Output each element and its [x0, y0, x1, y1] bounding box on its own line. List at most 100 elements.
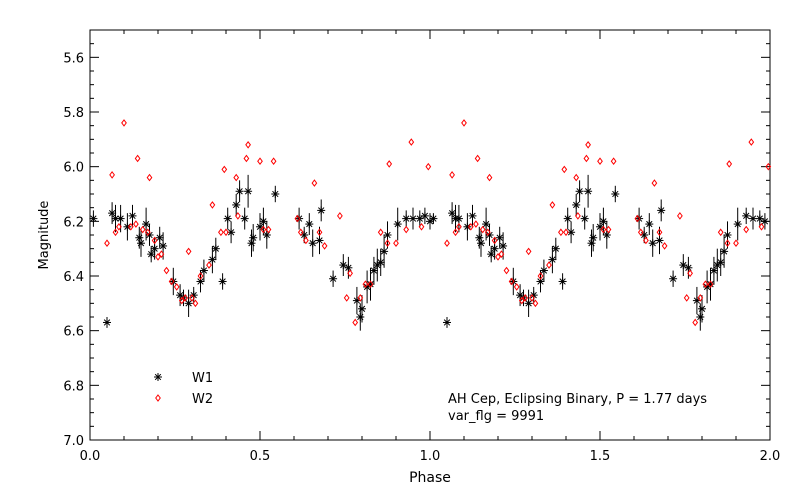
- w2-point: [474, 154, 481, 163]
- w1-point: [524, 299, 533, 308]
- w2-point: [233, 173, 240, 182]
- x-tick-label: 0.0: [80, 449, 101, 464]
- w2-point: [144, 228, 151, 237]
- w2-point: [185, 247, 192, 256]
- w1-point: [696, 313, 705, 321]
- w1-point: [352, 296, 361, 305]
- w2-point: [408, 138, 415, 146]
- w2-point: [121, 119, 127, 127]
- w1-point: [749, 214, 757, 223]
- w1-point: [199, 266, 208, 275]
- w1-point: [490, 244, 499, 253]
- w1-point: [147, 250, 156, 259]
- w2-point: [206, 261, 212, 269]
- y-tick-label: 6.6: [63, 325, 84, 340]
- w1-point: [420, 211, 429, 220]
- w1-point: [116, 214, 125, 223]
- w1-point: [344, 263, 353, 272]
- w2-point: [133, 220, 139, 228]
- y-axis-ticks: 5.6 5.8 6.0 6.2 6.4 6.6 6.8 7.0: [63, 29, 770, 449]
- w2-point: [403, 225, 410, 234]
- w2-point: [257, 157, 263, 166]
- w1-point: [271, 190, 280, 198]
- w2-point: [597, 157, 603, 166]
- w1-point: [244, 187, 253, 196]
- w2-point: [221, 165, 228, 174]
- w2-point: [452, 228, 459, 237]
- legend-w1-symbol: [154, 373, 162, 381]
- w1-point: [308, 239, 317, 248]
- w1-point: [448, 209, 457, 218]
- y-tick-label: 7.0: [63, 434, 84, 449]
- w2-point: [758, 222, 765, 231]
- w2-point: [151, 236, 158, 245]
- w2-point: [163, 266, 170, 275]
- w2-point: [491, 236, 498, 245]
- w1-point: [259, 217, 268, 226]
- w1-point: [599, 217, 608, 226]
- w2-point: [600, 225, 607, 234]
- w2-point: [748, 138, 755, 146]
- w1-point: [589, 233, 598, 242]
- w1-point: [720, 247, 729, 256]
- w1-point: [135, 233, 144, 242]
- w1-point: [580, 214, 589, 223]
- w2-point: [209, 201, 216, 209]
- w2-point: [343, 294, 350, 302]
- w1-point: [329, 274, 338, 283]
- w2-point: [357, 294, 364, 302]
- w2-point: [173, 283, 180, 291]
- w1-point: [539, 266, 548, 275]
- w2-point: [393, 239, 399, 248]
- w1-point: [551, 244, 560, 253]
- w1-point: [89, 214, 98, 223]
- w2-point: [235, 212, 241, 220]
- w1-point: [232, 200, 241, 209]
- w2-point: [377, 228, 384, 237]
- w1-point: [558, 277, 567, 286]
- legend-w1-label: W1: [192, 371, 213, 386]
- x-tick-label: 2.0: [760, 449, 781, 464]
- w2-point: [260, 225, 267, 234]
- y-tick-label: 5.6: [63, 51, 84, 66]
- w1-point: [184, 299, 193, 308]
- w2-point: [518, 296, 525, 305]
- legend-w2-symbol: [155, 394, 161, 402]
- w1-series: [89, 174, 769, 331]
- w2-point: [294, 214, 301, 223]
- w2-point: [637, 228, 644, 237]
- w2-point: [651, 179, 658, 187]
- w1-point: [645, 220, 654, 229]
- w2-point: [189, 294, 195, 302]
- w2-point: [717, 228, 724, 237]
- w1-point: [567, 228, 576, 237]
- w2-point: [513, 283, 520, 291]
- w2-point: [643, 236, 649, 245]
- w2-series: [104, 119, 772, 327]
- w2-point: [508, 277, 515, 286]
- w2-point: [765, 162, 772, 171]
- w2-point: [573, 173, 580, 182]
- w2-point: [109, 171, 115, 179]
- w1-point: [655, 236, 664, 245]
- w2-point: [585, 140, 591, 149]
- w1-point: [150, 244, 159, 253]
- w2-point: [529, 294, 535, 302]
- w2-point: [537, 272, 544, 280]
- w2-point: [546, 261, 552, 269]
- w1-point: [240, 214, 249, 223]
- w2-point: [386, 160, 393, 168]
- w2-point: [575, 212, 581, 220]
- w2-point: [692, 318, 699, 327]
- w1-point: [317, 206, 326, 215]
- x-axis-ticks: 0.0 0.5 1.0 1.5 2.0: [80, 30, 781, 464]
- w2-point: [182, 294, 189, 302]
- w2-point: [270, 157, 277, 166]
- w1-point: [723, 231, 732, 239]
- x-tick-label: 0.5: [250, 449, 271, 464]
- w1-point: [684, 263, 693, 272]
- w2-point: [218, 228, 224, 237]
- w1-point: [380, 247, 389, 256]
- w2-point: [656, 228, 663, 237]
- w2-point: [245, 140, 251, 149]
